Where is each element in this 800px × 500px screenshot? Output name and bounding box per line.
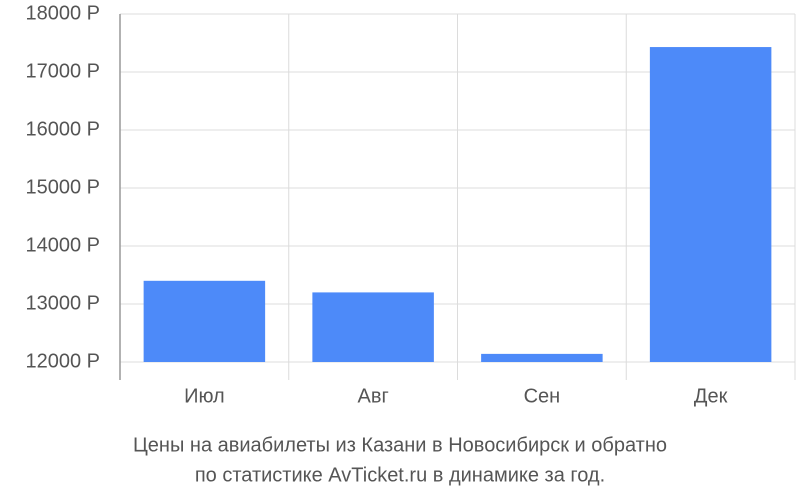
y-tick-label: 17000 Р xyxy=(25,60,100,82)
y-tick-label: 12000 Р xyxy=(25,350,100,372)
y-tick-label: 14000 Р xyxy=(25,234,100,256)
chart-title: Цены на авиабилеты из Казани в Новосибир… xyxy=(133,434,667,456)
y-tick-label: 15000 Р xyxy=(25,176,100,198)
x-tick-label: Июл xyxy=(184,385,225,407)
x-tick-label: Сен xyxy=(524,385,561,407)
bar xyxy=(649,47,772,363)
y-tick-label: 13000 Р xyxy=(25,292,100,314)
bar xyxy=(312,292,434,362)
bar xyxy=(481,353,603,362)
x-tick-label: Авг xyxy=(357,385,388,407)
x-tick-label: Дек xyxy=(694,385,728,407)
y-tick-label: 16000 Р xyxy=(25,118,100,140)
bar xyxy=(143,280,266,362)
y-tick-label: 18000 Р xyxy=(25,2,100,24)
chart-title: по статистике AvTicket.ru в динамике за … xyxy=(195,464,605,486)
